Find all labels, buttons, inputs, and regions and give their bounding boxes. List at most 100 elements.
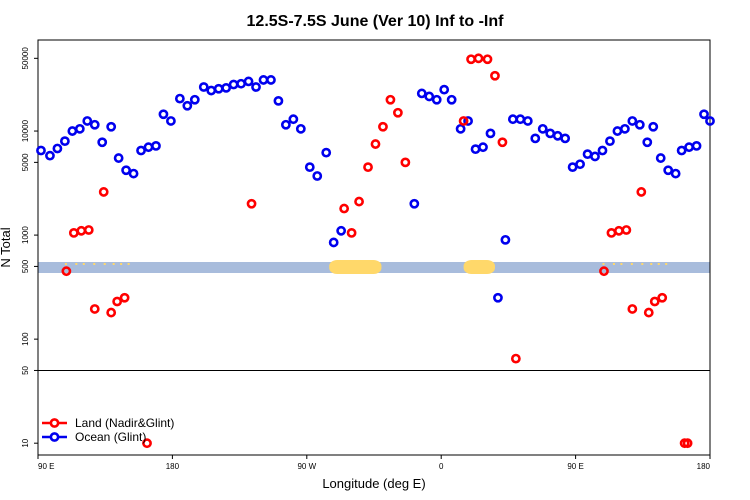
land-point bbox=[643, 307, 654, 318]
ocean-point bbox=[705, 116, 715, 126]
map-island bbox=[630, 263, 633, 265]
ocean-point bbox=[582, 149, 593, 160]
ocean-point bbox=[189, 94, 200, 105]
ocean-point bbox=[507, 114, 518, 125]
land-point bbox=[76, 225, 87, 236]
ocean-point bbox=[52, 143, 63, 154]
map-island bbox=[620, 263, 623, 265]
ocean-point bbox=[485, 128, 496, 139]
land-point bbox=[657, 292, 668, 303]
map-island bbox=[75, 263, 78, 265]
map-island bbox=[93, 263, 96, 265]
ocean-point bbox=[597, 145, 608, 156]
ocean-point bbox=[106, 121, 117, 132]
land-point bbox=[497, 137, 508, 148]
land-point bbox=[682, 438, 693, 449]
map-island bbox=[64, 263, 67, 265]
land-point bbox=[621, 225, 632, 235]
x-tick-label: 90 E bbox=[38, 462, 54, 471]
legend-marker bbox=[49, 418, 60, 428]
y-tick-label: 50 bbox=[21, 365, 30, 374]
ocean-point bbox=[82, 116, 93, 126]
land-point bbox=[378, 121, 388, 132]
legend: Land (Nadir&Glint)Ocean (Glint) bbox=[42, 416, 174, 444]
ocean-point bbox=[439, 84, 450, 95]
ocean-point bbox=[258, 75, 269, 85]
y-tick-label: 10000 bbox=[21, 119, 30, 142]
ocean-point bbox=[575, 159, 585, 170]
ocean-point bbox=[182, 100, 193, 111]
land-point bbox=[466, 54, 476, 65]
land-point bbox=[627, 304, 638, 314]
ocean-point bbox=[236, 78, 246, 89]
ocean-point bbox=[121, 165, 132, 176]
ocean-point bbox=[552, 130, 563, 141]
ocean-point bbox=[567, 162, 578, 173]
ocean-point bbox=[699, 109, 709, 120]
land-point bbox=[636, 187, 647, 197]
land-point bbox=[482, 54, 493, 65]
land-point bbox=[112, 296, 123, 307]
x-tick-label: 0 bbox=[439, 462, 444, 471]
ocean-point bbox=[206, 85, 217, 96]
land-point bbox=[606, 227, 617, 238]
ocean-point bbox=[691, 140, 702, 151]
ocean-point bbox=[128, 168, 139, 179]
ocean-point bbox=[273, 95, 284, 106]
ocean-point bbox=[676, 145, 687, 156]
map-island bbox=[127, 263, 130, 265]
ocean-point bbox=[684, 142, 694, 153]
ocean-point bbox=[251, 82, 261, 92]
land-point bbox=[346, 227, 357, 238]
y-tick-label: 5000 bbox=[21, 153, 30, 171]
legend-label: Land (Nadir&Glint) bbox=[75, 416, 174, 430]
map-island bbox=[82, 263, 85, 265]
ocean-point bbox=[295, 123, 306, 134]
land-point bbox=[106, 307, 117, 318]
x-axis-label: Longitude (deg E) bbox=[322, 476, 425, 491]
legend-marker bbox=[49, 432, 60, 442]
land-point bbox=[98, 187, 109, 197]
land-point bbox=[510, 353, 521, 364]
ocean-point bbox=[136, 145, 146, 156]
ocean-point bbox=[143, 142, 154, 153]
land-point bbox=[363, 162, 373, 173]
data-points bbox=[36, 53, 715, 449]
ocean-point bbox=[280, 119, 291, 130]
ocean-point bbox=[424, 91, 435, 102]
map-island bbox=[650, 263, 653, 265]
ocean-point bbox=[431, 94, 442, 105]
ocean-point bbox=[328, 237, 339, 248]
land-point bbox=[119, 292, 130, 303]
ocean-point bbox=[409, 198, 420, 209]
ocean-point bbox=[266, 75, 276, 85]
y-tick-label: 10 bbox=[21, 438, 30, 447]
map-island bbox=[665, 263, 668, 265]
ocean-point bbox=[455, 123, 466, 134]
ocean-point bbox=[545, 128, 556, 139]
ocean-point bbox=[228, 79, 239, 90]
chart-title: 12.5S-7.5S June (Ver 10) Inf to -Inf bbox=[247, 13, 505, 30]
y-axis-label: N Total bbox=[0, 227, 13, 267]
y-tick-label: 1000 bbox=[21, 226, 30, 244]
ocean-point bbox=[537, 123, 548, 134]
ocean-point bbox=[612, 126, 623, 136]
map-land-mass bbox=[329, 260, 382, 274]
ocean-point bbox=[59, 136, 70, 147]
ocean-point bbox=[560, 133, 571, 144]
map-island bbox=[602, 263, 605, 265]
map-land-mass bbox=[463, 260, 495, 274]
ocean-point bbox=[174, 93, 185, 104]
ocean-point bbox=[158, 109, 169, 120]
ocean-point bbox=[470, 144, 481, 155]
map-island bbox=[657, 263, 660, 265]
map-island bbox=[612, 263, 615, 265]
ocean-point bbox=[312, 171, 323, 181]
ocean-point bbox=[670, 168, 681, 179]
ocean-point bbox=[321, 147, 332, 158]
ocean-point bbox=[151, 140, 161, 151]
y-axis: 10 50 100 500 1000 5000 10000 50000 bbox=[21, 47, 38, 448]
ocean-point bbox=[493, 292, 503, 303]
ocean-point bbox=[45, 150, 55, 161]
ocean-point bbox=[89, 119, 100, 130]
